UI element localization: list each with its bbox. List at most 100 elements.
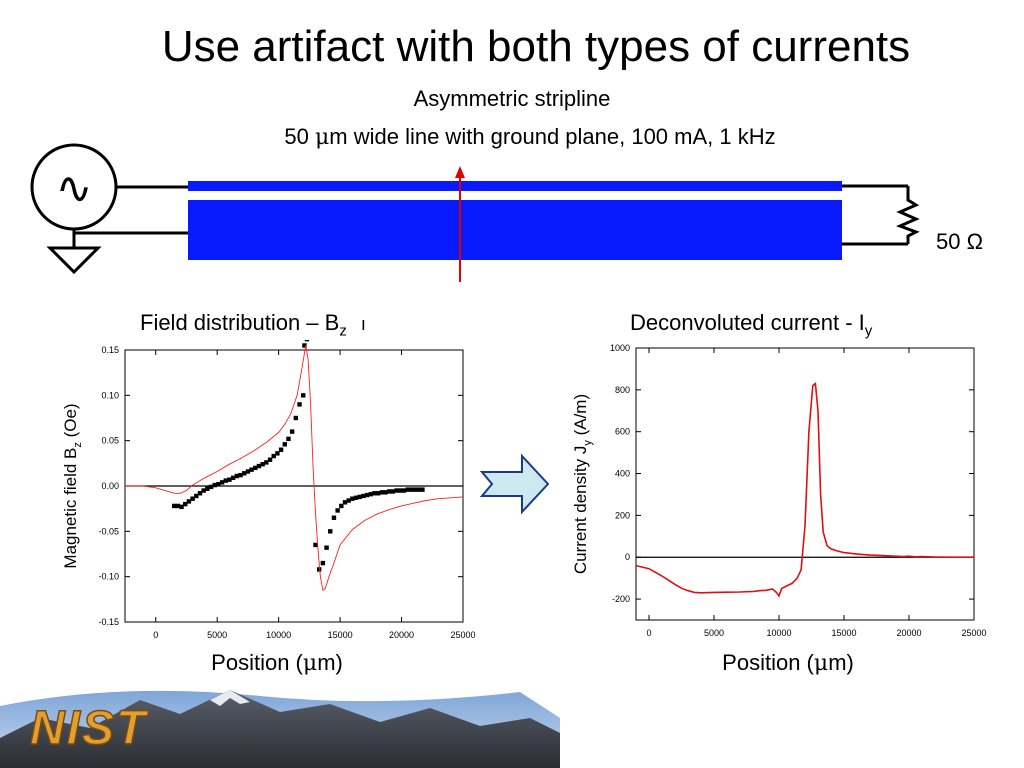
c1-data-point xyxy=(183,501,188,507)
c1-data-point xyxy=(379,490,385,495)
c1-data-point xyxy=(364,492,370,498)
c1-data-point xyxy=(372,491,377,496)
c1-ytick-label: 0.00 xyxy=(101,481,119,491)
c1-data-point xyxy=(416,487,421,492)
ground-icon xyxy=(46,246,102,275)
signal-strip xyxy=(188,181,842,191)
chart1-ylabel: Magnetic field Bz (Oe) xyxy=(61,403,84,568)
c1-data-point xyxy=(316,567,322,572)
c1-data-point xyxy=(405,487,410,492)
c1-data-point xyxy=(253,465,258,471)
c1-data-point xyxy=(335,508,340,513)
chart1-ylabel-end: (Oe) xyxy=(61,403,80,442)
c2-xtick-label: 10000 xyxy=(766,628,791,638)
c1-data-point xyxy=(286,436,291,442)
chart2-ylabel-sub: y xyxy=(582,440,594,446)
chart2-ylabel-end: (A/m) xyxy=(571,394,590,440)
c2-series-line xyxy=(635,382,974,598)
c2-xtick-label: 5000 xyxy=(704,628,724,638)
c1-data-point xyxy=(175,503,181,509)
nist-logo-text: NIST xyxy=(30,702,149,755)
c1-data-point xyxy=(390,489,396,494)
stripline-spec: 50 μm wide line with ground plane, 100 m… xyxy=(0,124,1024,150)
chart1-ylabel-main: Magnetic field B xyxy=(61,448,80,569)
spec-prefix: 50 xyxy=(284,124,315,149)
c1-data-point xyxy=(339,503,344,509)
c1-data-point xyxy=(297,402,302,407)
c1-data-point xyxy=(245,469,251,474)
mountain-range xyxy=(0,690,560,768)
c1-data-point xyxy=(223,478,228,483)
c1-data-point xyxy=(361,493,366,499)
c1-data-point xyxy=(398,488,403,493)
chart2-title-main: Deconvoluted current - I xyxy=(630,310,865,335)
chart2-title: Deconvoluted current - Iy xyxy=(630,310,872,339)
transform-arrow-shape xyxy=(479,453,550,515)
chart1-ylabel-sub: z xyxy=(72,442,84,448)
ground-plane xyxy=(188,200,842,260)
c1-data-point xyxy=(234,473,240,479)
c1-data-point xyxy=(289,429,295,434)
c1-data-point xyxy=(278,447,284,452)
c1-data-point xyxy=(320,560,326,566)
c1-data-point xyxy=(264,460,269,465)
c2-xtick-label: 25000 xyxy=(961,628,986,638)
c1-data-point xyxy=(227,477,232,482)
c1-data-point xyxy=(353,495,359,500)
c2-xtick-label: 15000 xyxy=(831,628,856,638)
c1-data-point xyxy=(216,481,221,487)
c2-xtick-label: 20000 xyxy=(896,628,921,638)
c1-data-point xyxy=(186,499,192,504)
c1-data-point xyxy=(256,463,262,469)
c1-data-point xyxy=(197,491,203,496)
c1-xtick-label: 20000 xyxy=(389,630,414,640)
c1-data-point xyxy=(342,500,348,505)
c1-data-point xyxy=(275,451,280,456)
chart2-xlabel-main: Position ( xyxy=(722,650,814,675)
mountain-snow xyxy=(210,690,250,706)
c1-data-point xyxy=(249,467,254,472)
c1-data-point xyxy=(368,491,374,497)
c1-ytick-label: -0.05 xyxy=(98,526,119,536)
c1-data-point xyxy=(171,503,177,509)
c1-data-point xyxy=(208,484,214,490)
c1-xtick-label: 0 xyxy=(153,630,158,640)
c1-data-point xyxy=(304,340,310,342)
c1-series-line xyxy=(125,345,464,592)
chart2-xlabel-end: m) xyxy=(828,650,854,675)
chart2-plot-frame xyxy=(635,347,975,621)
c1-xtick-label: 15000 xyxy=(328,630,353,640)
chart2-ylabel-main: Current density J xyxy=(571,446,590,575)
c1-data-point xyxy=(190,496,195,501)
c2-ytick-label: 400 xyxy=(615,469,630,479)
c1-data-point xyxy=(201,488,206,493)
c1-data-point xyxy=(375,491,381,496)
chart2-title-sub: y xyxy=(864,322,873,340)
c1-data-point xyxy=(205,486,210,491)
c1-data-point xyxy=(230,475,236,481)
stripline-circuit-diagram: ∿ 50 Ω xyxy=(30,143,983,282)
c1-data-point xyxy=(401,488,407,493)
c1-data-point xyxy=(219,480,225,485)
ac-source-symbol: ∿ xyxy=(56,164,93,213)
c1-ytick-label: 0.10 xyxy=(101,390,119,400)
nist-logo-banner: NIST xyxy=(0,690,560,768)
slide-subtitle: Asymmetric stripline xyxy=(413,86,611,111)
spec-mu: μ xyxy=(314,125,330,150)
spec-suffix: m wide line with ground plane, 100 mA, 1… xyxy=(329,124,776,149)
chart1-xlabel: Position (μm) xyxy=(211,650,343,676)
c2-ytick-label: 800 xyxy=(615,385,630,395)
c1-data-point xyxy=(350,496,355,501)
c1-data-point xyxy=(409,487,414,492)
c2-ytick-label: 200 xyxy=(615,510,630,520)
c2-ytick-label: 0 xyxy=(625,552,630,562)
c1-ytick-label: 0.05 xyxy=(101,436,119,446)
chart1-title: Field distribution – Bz ı xyxy=(140,310,366,339)
chart1-xlabel-end: m) xyxy=(317,650,343,675)
c1-data-point xyxy=(346,498,351,503)
chart1-title-trailing: ı xyxy=(360,314,366,334)
c1-data-point xyxy=(357,494,362,500)
c1-data-point xyxy=(238,472,243,478)
c1-xtick-label: 10000 xyxy=(266,630,291,640)
c1-data-point xyxy=(313,542,318,548)
